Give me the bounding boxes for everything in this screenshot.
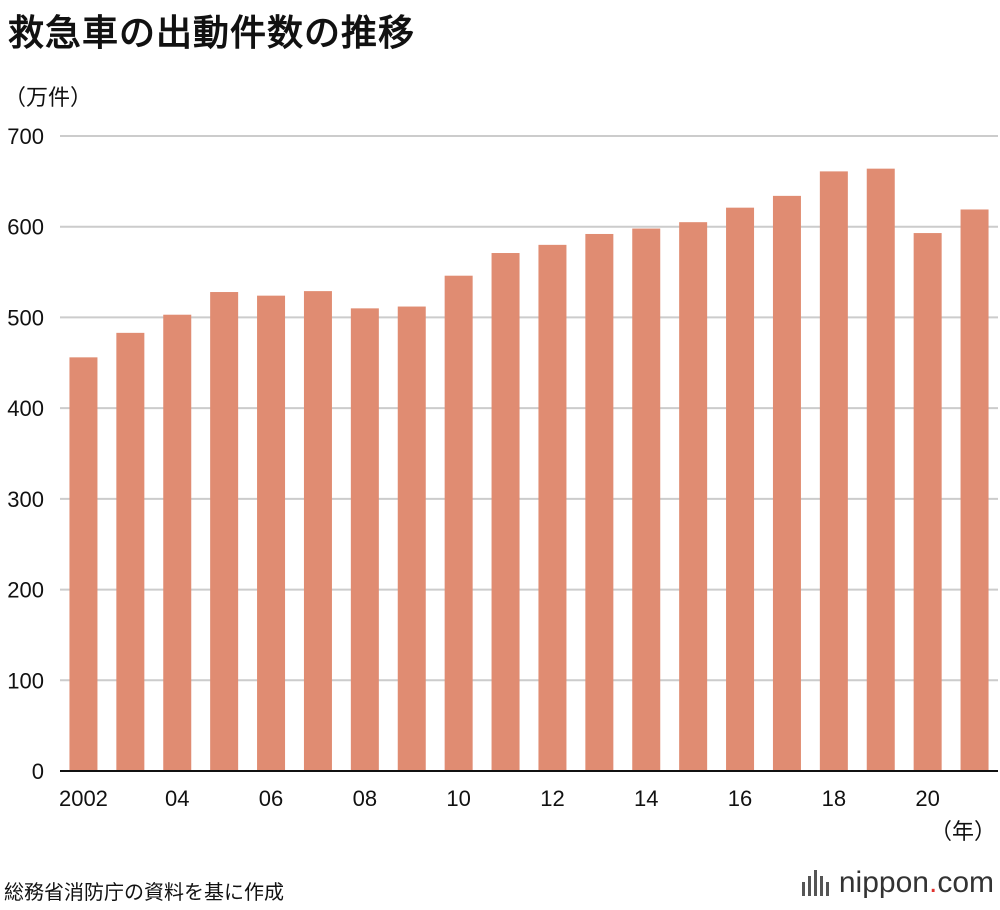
logo-name: nippon [838, 866, 929, 899]
bar-2009 [397, 306, 426, 771]
bar-2004 [163, 314, 192, 771]
bar-2021 [960, 209, 989, 771]
bar-2003 [116, 332, 145, 771]
x-tick-label: 14 [634, 786, 658, 811]
y-tick-label: 500 [7, 305, 44, 330]
bar-2015 [679, 222, 708, 771]
y-axis-unit-label: （万件） [4, 86, 93, 111]
bar-2002 [69, 357, 98, 771]
x-tick-label: 16 [728, 786, 752, 811]
bar-2010 [444, 275, 473, 771]
y-tick-label: 400 [7, 396, 44, 421]
x-tick-label: 20 [915, 786, 939, 811]
logo-suffix: com [937, 866, 994, 899]
gridlines [60, 135, 998, 682]
chart-title: 救急車の出動件数の推移 [8, 13, 416, 54]
nippon-logo: nippon. com [801, 866, 994, 900]
bar-2017 [772, 195, 801, 771]
bar-2005 [210, 292, 239, 771]
bar-2012 [538, 244, 567, 771]
x-tick-label: 06 [259, 786, 283, 811]
bar-2006 [257, 295, 286, 771]
y-tick-labels: 0 100 200 300 400 500 600 700 [7, 124, 44, 784]
bar-2007 [303, 291, 332, 771]
x-tick-label: 18 [822, 786, 846, 811]
x-tick-labels: 2002 04 06 08 10 12 14 16 18 20 [59, 786, 940, 811]
bar-2016 [726, 207, 755, 771]
bar-2019 [866, 168, 895, 771]
bars [69, 168, 989, 772]
x-tick-label: 08 [353, 786, 377, 811]
source-note: 総務省消防庁の資料を基に作成 [4, 880, 284, 904]
bar-2011 [491, 253, 520, 771]
y-tick-label: 700 [7, 124, 44, 149]
bar-2013 [585, 233, 614, 771]
bar-2018 [819, 171, 848, 772]
y-tick-label: 300 [7, 487, 44, 512]
x-tick-label: 2002 [59, 786, 108, 811]
bar-chart: 0 100 200 300 400 500 600 700 2002 04 06 08 10 12 14 1… [7, 124, 998, 811]
logo-mark-icon [801, 870, 829, 896]
bar-2020 [913, 233, 942, 772]
x-tick-label: 12 [540, 786, 564, 811]
y-tick-label: 200 [7, 578, 44, 603]
x-tick-label: 10 [446, 786, 470, 811]
y-tick-label: 100 [7, 668, 44, 693]
bar-2008 [350, 308, 379, 771]
logo-dot: . [928, 866, 938, 899]
x-tick-label: 04 [165, 786, 189, 811]
y-tick-label: 600 [7, 215, 44, 240]
y-tick-label: 0 [32, 759, 44, 784]
x-axis-unit-label: （年） [929, 820, 996, 845]
bar-2014 [632, 228, 661, 771]
